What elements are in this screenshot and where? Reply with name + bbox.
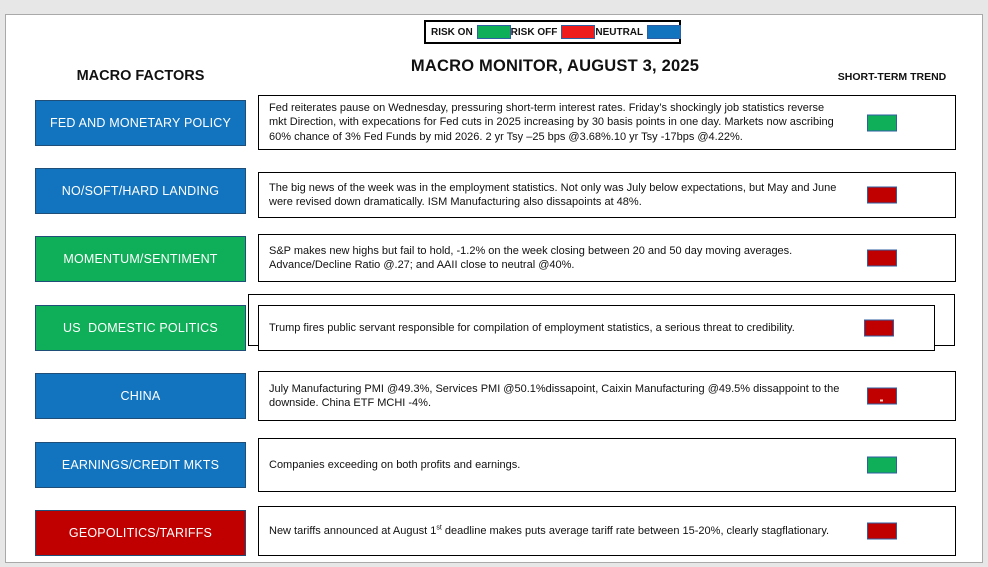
row-text-box-fed: Fed reiterates pause on Wednesday, press… (258, 95, 956, 150)
page-title: MACRO MONITOR, AUGUST 3, 2025 (410, 57, 700, 75)
factor-label-us-domestic-politics: US DOMESTIC POLITICS (35, 305, 246, 351)
row-text-box-momentum: S&P makes new highs but fail to hold, -1… (258, 234, 956, 282)
row-text-landing: The big news of the week was in the empl… (269, 181, 837, 208)
factor-label-earnings-credit-mkts: EARNINGS/CREDIT MKTS (35, 442, 246, 488)
trend-indicator-risk-off (867, 186, 897, 204)
legend-item-risk-off: RISK OFF (511, 25, 596, 39)
row-text-box-politics: Trump fires public servant responsible f… (258, 305, 935, 351)
row-text-china: July Manufacturing PMI @49.3%, Services … (269, 382, 840, 409)
row-text-earnings: Companies exceeding on both profits and … (269, 458, 521, 471)
factor-label-momentum-sentiment: MOMENTUM/SENTIMENT (35, 236, 246, 282)
trend-indicator-risk-on (867, 114, 897, 131)
risk-on-swatch-icon (476, 25, 511, 39)
row-text-box-china: July Manufacturing PMI @49.3%, Services … (258, 371, 956, 421)
ordinal-superscript: st (436, 524, 442, 532)
trend-indicator-risk-off (867, 387, 897, 405)
factor-label-landing: NO/SOFT/HARD LANDING (35, 168, 246, 214)
row-text-box-geopolitics: New tariffs announced at August 1st dead… (258, 506, 956, 556)
row-text-box-landing: The big news of the week was in the empl… (258, 172, 956, 218)
trend-indicator-risk-off (867, 522, 897, 540)
legend-box: RISK ON RISK OFF NEUTRAL (424, 20, 682, 44)
row-text-box-earnings: Companies exceeding on both profits and … (258, 438, 956, 492)
factor-label-fed-and-monetary-policy: FED AND MONETARY POLICY (35, 100, 246, 146)
trend-indicator-risk-off (864, 319, 894, 337)
factor-label-china: CHINA (35, 373, 246, 419)
macro-factors-heading: MACRO FACTORS (76, 68, 205, 84)
trend-indicator-risk-on (867, 456, 897, 474)
legend-item-neutral: NEUTRAL (595, 25, 682, 39)
row-text-geopolitics: New tariffs announced at August 1st dead… (269, 524, 830, 537)
neutral-swatch-icon (647, 25, 682, 39)
trend-indicator-risk-off (867, 249, 897, 267)
legend-risk-off-label: RISK OFF (510, 26, 558, 38)
row-text-fed: Fed reiterates pause on Wednesday, press… (269, 102, 834, 143)
legend-risk-on-label: RISK ON (431, 26, 473, 38)
short-term-trend-heading: SHORT-TERM TREND (837, 71, 947, 83)
row-text-momentum: S&P makes new highs but fail to hold, -1… (269, 244, 793, 271)
row-text-politics: Trump fires public servant responsible f… (269, 321, 795, 334)
legend-item-risk-on: RISK ON (431, 25, 511, 39)
factor-label-geopolitics-tariffs: GEOPOLITICS/TARIFFS (35, 510, 246, 556)
risk-off-swatch-icon (561, 25, 596, 39)
legend-neutral-label: NEUTRAL (595, 26, 644, 38)
